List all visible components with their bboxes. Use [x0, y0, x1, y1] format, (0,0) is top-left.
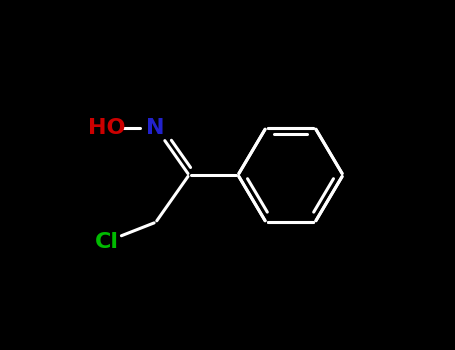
- Text: N: N: [147, 118, 165, 138]
- Text: Cl: Cl: [95, 231, 119, 252]
- Text: HO: HO: [88, 118, 126, 138]
